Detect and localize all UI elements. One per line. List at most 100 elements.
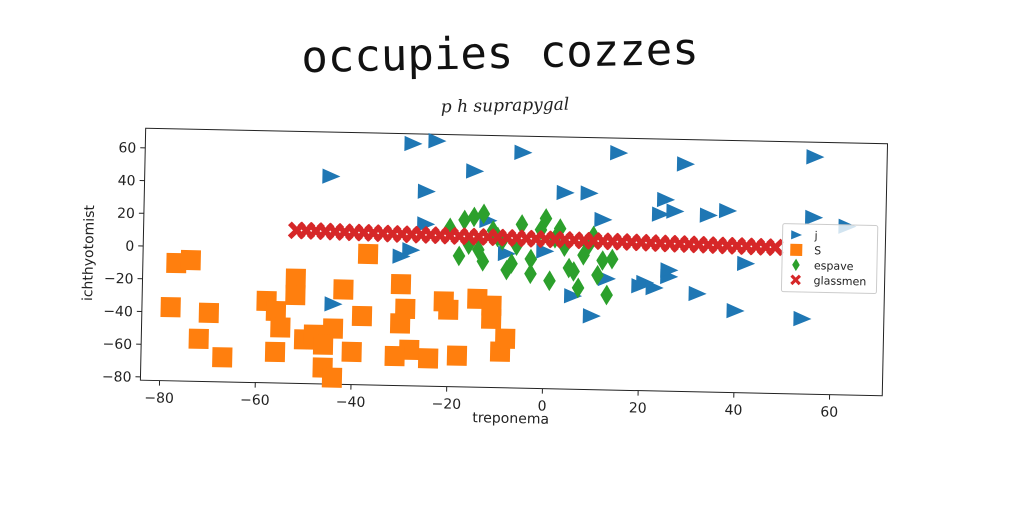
data-point xyxy=(341,341,362,363)
data-point xyxy=(417,216,436,232)
data-point xyxy=(699,207,718,223)
data-point xyxy=(567,261,580,282)
legend-entry-espave: espave xyxy=(792,258,854,273)
data-point xyxy=(472,239,485,261)
data-point xyxy=(477,203,491,225)
data-point xyxy=(726,302,745,319)
data-point xyxy=(556,184,575,201)
y-tick-label: −80 xyxy=(102,369,132,386)
legend-label: espave xyxy=(814,259,854,273)
series-glassmen xyxy=(287,221,785,257)
data-point xyxy=(596,250,609,271)
data-point xyxy=(467,206,481,228)
legend-label: j xyxy=(813,229,817,242)
legend-marker xyxy=(791,230,802,240)
data-point xyxy=(180,249,202,271)
data-point xyxy=(321,367,343,388)
data-point xyxy=(452,245,466,267)
legend-marker xyxy=(790,243,803,257)
data-point xyxy=(666,203,685,219)
data-point xyxy=(514,144,533,160)
x-tick-label: 20 xyxy=(629,400,647,416)
y-tick-label: −20 xyxy=(104,271,134,288)
legend-entry-glassmen: glassmen xyxy=(790,274,866,288)
data-point xyxy=(605,248,619,270)
data-point xyxy=(736,255,756,272)
data-point xyxy=(322,318,344,339)
data-point xyxy=(562,257,576,279)
x-axis-label: treponema xyxy=(472,410,549,428)
x-tick-label: 0 xyxy=(537,399,546,415)
x-tick-label: 60 xyxy=(820,404,838,420)
data-point xyxy=(571,277,585,299)
x-tick-label: −80 xyxy=(144,390,174,407)
data-point xyxy=(524,248,538,270)
data-point xyxy=(645,280,664,296)
data-point xyxy=(198,302,220,324)
data-point xyxy=(357,243,379,265)
data-point xyxy=(333,279,354,300)
y-tick-label: 60 xyxy=(118,140,136,156)
data-point xyxy=(636,274,655,291)
data-marks xyxy=(160,133,857,388)
data-point xyxy=(458,209,471,231)
y-axis: −80 −60 −40 −20 0 20 40 60 xyxy=(102,140,146,386)
data-point xyxy=(543,270,556,292)
data-point xyxy=(389,313,411,334)
series-S xyxy=(160,243,516,388)
data-point xyxy=(312,334,334,355)
data-point xyxy=(428,133,447,149)
data-point xyxy=(160,296,181,318)
data-point xyxy=(466,163,485,179)
data-point xyxy=(446,345,468,366)
y-axis-label: ichthyotomist xyxy=(80,204,98,301)
legend-label: glassmen xyxy=(813,274,866,288)
data-point xyxy=(651,206,670,222)
data-point xyxy=(563,288,583,304)
series-j xyxy=(322,133,857,327)
legend-box xyxy=(780,223,879,295)
y-tick-label: 40 xyxy=(118,173,136,189)
data-point xyxy=(476,250,490,272)
legend-entry-j: j xyxy=(791,229,818,242)
data-point xyxy=(610,145,629,161)
legend-label: S xyxy=(814,244,821,257)
y-tick-label: −60 xyxy=(102,336,132,353)
data-point xyxy=(481,308,502,329)
x-tick-label: −20 xyxy=(431,396,461,413)
x-tick-label: 40 xyxy=(724,402,742,418)
data-point xyxy=(494,328,516,349)
data-point xyxy=(188,328,209,350)
data-point xyxy=(264,341,286,363)
data-point xyxy=(591,264,604,286)
data-point xyxy=(806,149,825,165)
data-point xyxy=(270,317,291,338)
legend-entry-S: S xyxy=(790,243,821,257)
data-point xyxy=(390,273,412,295)
data-point xyxy=(351,305,373,327)
plot-area: −80 −60 −40 −20 0 20 40 60 −80−60−40−200204060 … xyxy=(80,127,889,428)
data-point xyxy=(417,183,436,199)
data-point xyxy=(392,248,411,264)
data-point xyxy=(582,308,601,324)
legend-marker xyxy=(792,258,800,272)
data-point xyxy=(212,347,233,368)
y-tick-label: −40 xyxy=(103,304,133,321)
x-tick-label: −60 xyxy=(240,392,270,409)
data-point xyxy=(594,211,613,228)
x-tick-label: −40 xyxy=(336,394,366,411)
data-point xyxy=(402,242,421,258)
data-point xyxy=(505,253,518,274)
data-point xyxy=(688,285,707,302)
data-point xyxy=(324,296,343,312)
data-point xyxy=(766,238,785,257)
data-point xyxy=(580,185,599,201)
data-point xyxy=(285,268,306,289)
y-tick-label: 20 xyxy=(117,206,135,222)
data-point xyxy=(676,156,695,172)
data-point xyxy=(285,284,306,306)
data-point xyxy=(384,345,405,367)
